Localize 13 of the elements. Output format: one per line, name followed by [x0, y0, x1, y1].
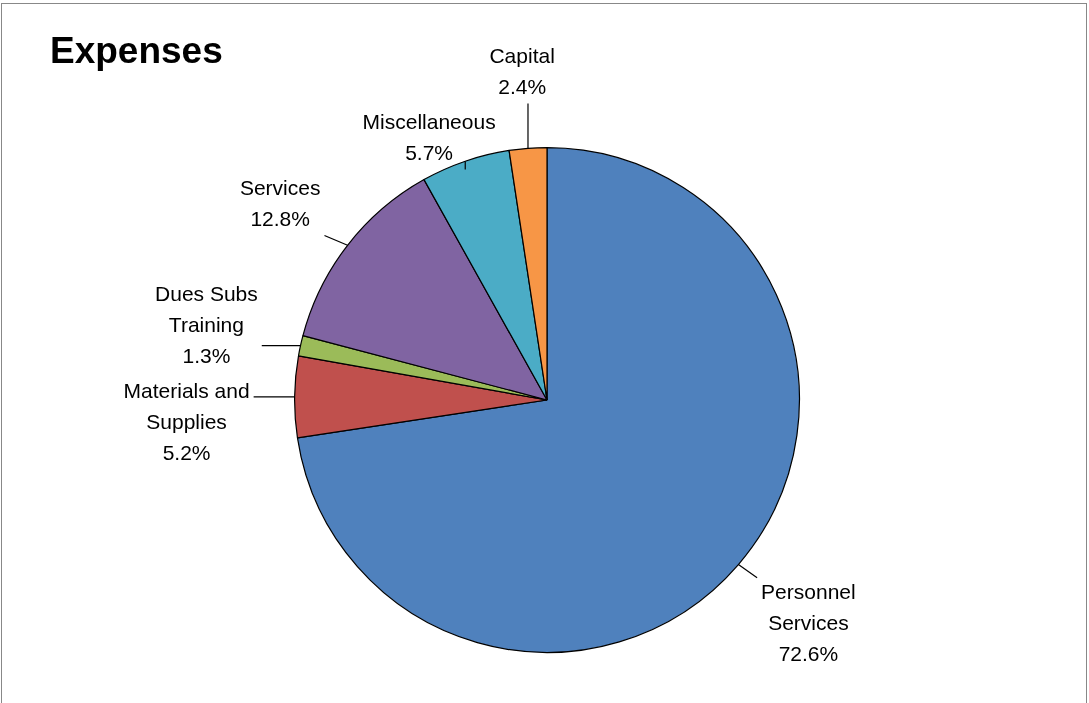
slice-label: Miscellaneous	[362, 109, 496, 133]
slice-label: Personnel Services	[761, 579, 856, 634]
slice-label: Services	[239, 175, 321, 199]
slice-label: Dues Subs Training	[155, 281, 258, 336]
data-label: 5.7%	[405, 140, 454, 164]
data-label: 12.8%	[250, 206, 310, 230]
slice-label: Materials and Supplies	[123, 378, 250, 433]
data-label: 5.2%	[162, 440, 211, 464]
data-label: 2.4%	[498, 74, 547, 98]
chart-title: Expenses	[50, 30, 223, 72]
data-label: 1.3%	[182, 343, 231, 367]
slice-label: Capital	[489, 43, 555, 67]
data-label: 72.6%	[778, 641, 839, 665]
